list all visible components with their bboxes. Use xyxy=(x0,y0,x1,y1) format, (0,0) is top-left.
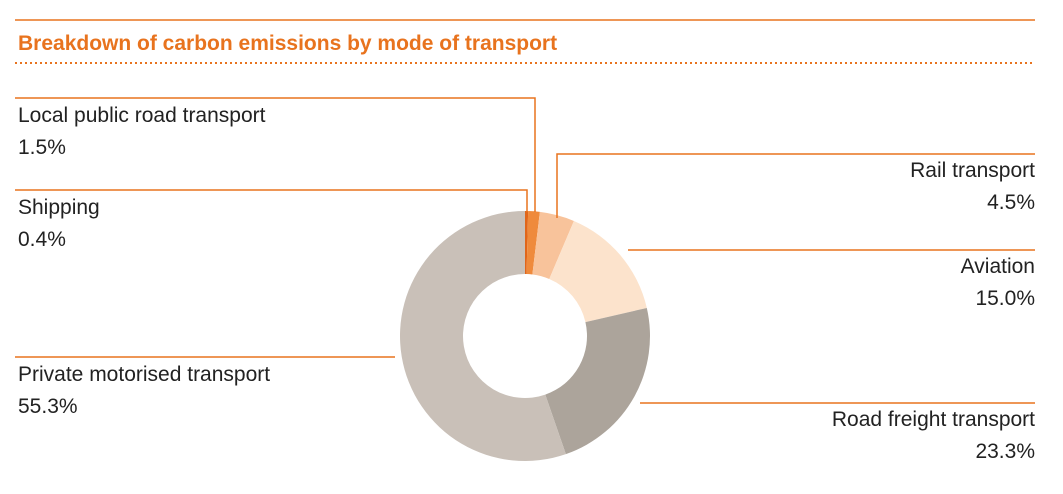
slice-label: Rail transport xyxy=(910,159,1035,182)
value-label: 1.5% xyxy=(18,136,66,159)
slice-label: Local public road transport xyxy=(18,104,266,127)
slice xyxy=(549,220,647,323)
value-label: 23.3% xyxy=(975,440,1035,463)
slice xyxy=(545,307,650,455)
leader-line xyxy=(556,153,1035,218)
slice-label: Road freight transport xyxy=(832,408,1035,431)
value-label: 55.3% xyxy=(18,395,78,418)
value-label: 4.5% xyxy=(987,191,1035,214)
slice xyxy=(400,211,566,461)
slice xyxy=(526,211,540,275)
slice-label: Private motorised transport xyxy=(18,363,270,386)
slice xyxy=(532,211,574,279)
value-label: 15.0% xyxy=(975,287,1035,310)
slice-label: Aviation xyxy=(961,255,1035,278)
slice xyxy=(525,211,529,275)
slice-label: Shipping xyxy=(18,196,100,219)
value-label: 0.4% xyxy=(18,228,66,251)
leader-line xyxy=(15,189,528,212)
leader-lines xyxy=(15,97,1035,404)
chart-title: Breakdown of carbon emissions by mode of… xyxy=(18,32,557,55)
leader-line xyxy=(15,97,536,212)
